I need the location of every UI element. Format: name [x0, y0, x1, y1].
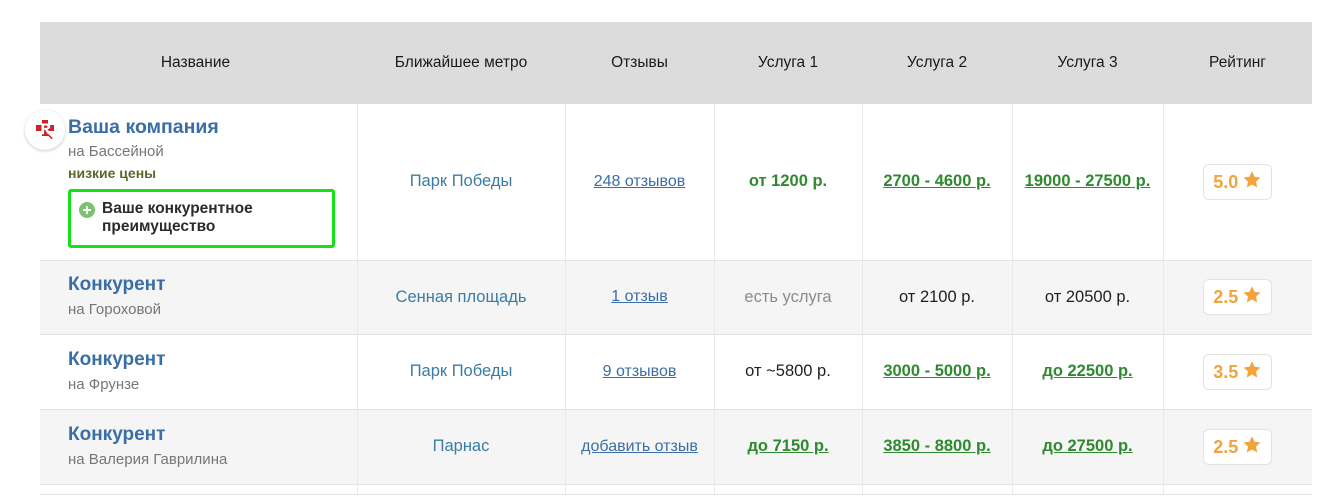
service3-value: от 20500 р.: [1044, 287, 1131, 306]
service1-value: есть услуга: [744, 287, 832, 306]
column-header-service1: Услуга 1: [714, 22, 862, 104]
cell-metro: Парк Победы: [357, 334, 566, 410]
star-icon: [1242, 435, 1262, 459]
cell-reviews: добавить отзыв: [565, 409, 715, 485]
metro-link[interactable]: Парк Победы: [409, 172, 513, 191]
reviews-link[interactable]: 248 отзывов: [593, 172, 686, 190]
service2-value: от 2100 р.: [898, 287, 975, 306]
reviews-link[interactable]: 9 отзывов: [602, 362, 677, 380]
cell-service3: от 20500 р.: [1012, 260, 1164, 335]
cell-rating: 2.5: [1163, 409, 1312, 485]
competitive-advantage-text: Ваше конкурентное преимущество: [102, 199, 253, 236]
add-review-link[interactable]: добавить отзыв: [581, 437, 698, 455]
rating-badge: 5.0: [1203, 163, 1273, 200]
rating-badge: 3.5: [1203, 353, 1273, 390]
comparison-table-wrapper: Название Ближайшее метро Отзывы Услуга 1…: [40, 22, 1312, 500]
cell-service2: от 2100 р.: [862, 260, 1013, 335]
cell-rating: 5.0: [1163, 104, 1312, 261]
table-row: Конкурент на Фрунзе Парк Победы 9 отзыво…: [40, 334, 1312, 410]
column-header-rating: Рейтинг: [1163, 22, 1312, 104]
competitive-advantage-box[interactable]: Ваше конкурентное преимущество: [68, 188, 335, 248]
company-address: на Фрунзе: [68, 375, 140, 393]
cell-company: Конкурент на Фрунзе: [40, 334, 358, 410]
metro-link[interactable]: Парнас: [432, 437, 490, 455]
company-address: на Бассейной: [68, 143, 164, 161]
company-name-link[interactable]: Конкурент: [68, 348, 166, 370]
column-header-metro: Ближайшее метро: [357, 22, 565, 104]
cell-service2: 3850 - 8800 р.: [862, 409, 1013, 485]
cell-reviews: 1 отзыв: [565, 260, 715, 335]
cell-service3: 19000 - 27500 р.: [1012, 104, 1164, 261]
star-icon: [1242, 170, 1262, 194]
cell-service1: от ~5800 р.: [714, 334, 863, 410]
service3-value[interactable]: до 27500 р.: [1042, 437, 1133, 456]
company-address: на Гороховой: [68, 301, 161, 319]
table-row-partial: [40, 484, 1312, 495]
cell-metro: [357, 484, 566, 495]
star-icon: [1242, 360, 1262, 384]
cell-service2: 3000 - 5000 р.: [862, 334, 1013, 410]
cell-reviews: [565, 484, 715, 495]
table-header: Название Ближайшее метро Отзывы Услуга 1…: [40, 22, 1312, 104]
cell-reviews: 248 отзывов: [565, 104, 715, 261]
cell-service1: есть услуга: [714, 260, 863, 335]
service2-value[interactable]: 3850 - 8800 р.: [883, 437, 991, 456]
company-tag: низкие цены: [68, 165, 157, 182]
cell-rating: [1163, 484, 1312, 495]
cell-rating: 3.5: [1163, 334, 1312, 410]
service1-value: от ~5800 р.: [745, 362, 831, 381]
cell-reviews: 9 отзывов: [565, 334, 715, 410]
table-row: Ваша компания на Бассейной низкие цены В…: [40, 104, 1312, 261]
cell-service1: от 1200 р.: [714, 104, 863, 261]
cell-company: Конкурент на Валерия Гаврилина: [40, 409, 358, 485]
header-row: Название Ближайшее метро Отзывы Услуга 1…: [40, 22, 1312, 104]
comparison-table: Название Ближайшее метро Отзывы Услуга 1…: [40, 22, 1312, 495]
table-row: Конкурент на Валерия Гаврилина Парнас до…: [40, 409, 1312, 485]
cell-service3: до 27500 р.: [1012, 409, 1164, 485]
reviews-link[interactable]: 1 отзыв: [611, 288, 668, 305]
company-name-link[interactable]: Ваша компания: [68, 116, 219, 138]
cell-rating: 2.5: [1163, 260, 1312, 335]
company-address: на Валерия Гаврилина: [68, 450, 228, 468]
service3-value[interactable]: 19000 - 27500 р.: [1024, 172, 1151, 191]
column-header-name: Название: [40, 22, 357, 104]
service1-value[interactable]: до 7150 р.: [747, 437, 829, 456]
rating-badge: 2.5: [1203, 428, 1273, 465]
service3-value[interactable]: до 22500 р.: [1042, 362, 1133, 381]
rating-value: 3.5: [1213, 361, 1239, 382]
company-name-link[interactable]: Конкурент: [68, 274, 166, 296]
cell-metro: Парк Победы: [357, 104, 566, 261]
column-header-service3: Услуга 3: [1012, 22, 1163, 104]
column-header-reviews: Отзывы: [565, 22, 714, 104]
table-row: Конкурент на Гороховой Сенная площадь 1 …: [40, 260, 1312, 335]
table-body: Ваша компания на Бассейной низкие цены В…: [40, 104, 1312, 495]
service1-value: от 1200 р.: [748, 172, 828, 191]
plus-circle-icon: [79, 201, 95, 218]
cell-service3: [1012, 484, 1164, 495]
cell-metro: Парнас: [357, 409, 566, 485]
service2-value[interactable]: 3000 - 5000 р.: [883, 362, 991, 381]
service2-value[interactable]: 2700 - 4600 р.: [883, 172, 991, 191]
cell-company: Ваша компания на Бассейной низкие цены В…: [40, 104, 358, 261]
company-logo-badge: [25, 110, 65, 150]
cell-company: [40, 484, 358, 495]
cell-service3: до 22500 р.: [1012, 334, 1164, 410]
cell-service1: до 7150 р.: [714, 409, 863, 485]
company-name-link[interactable]: Конкурент: [68, 423, 166, 445]
cell-metro: Сенная площадь: [357, 260, 566, 335]
rating-badge: 2.5: [1203, 279, 1273, 315]
company-logo-icon: [36, 120, 54, 140]
cell-service2: [862, 484, 1013, 495]
cell-service1: [714, 484, 863, 495]
star-icon: [1242, 285, 1262, 309]
rating-value: 2.5: [1213, 287, 1239, 307]
metro-link[interactable]: Сенная площадь: [395, 287, 527, 306]
rating-value: 5.0: [1213, 171, 1239, 192]
cell-company: Конкурент на Гороховой: [40, 260, 358, 335]
cell-service2: 2700 - 4600 р.: [862, 104, 1013, 261]
metro-link[interactable]: Парк Победы: [409, 362, 513, 380]
column-header-service2: Услуга 2: [862, 22, 1012, 104]
rating-value: 2.5: [1213, 436, 1239, 457]
